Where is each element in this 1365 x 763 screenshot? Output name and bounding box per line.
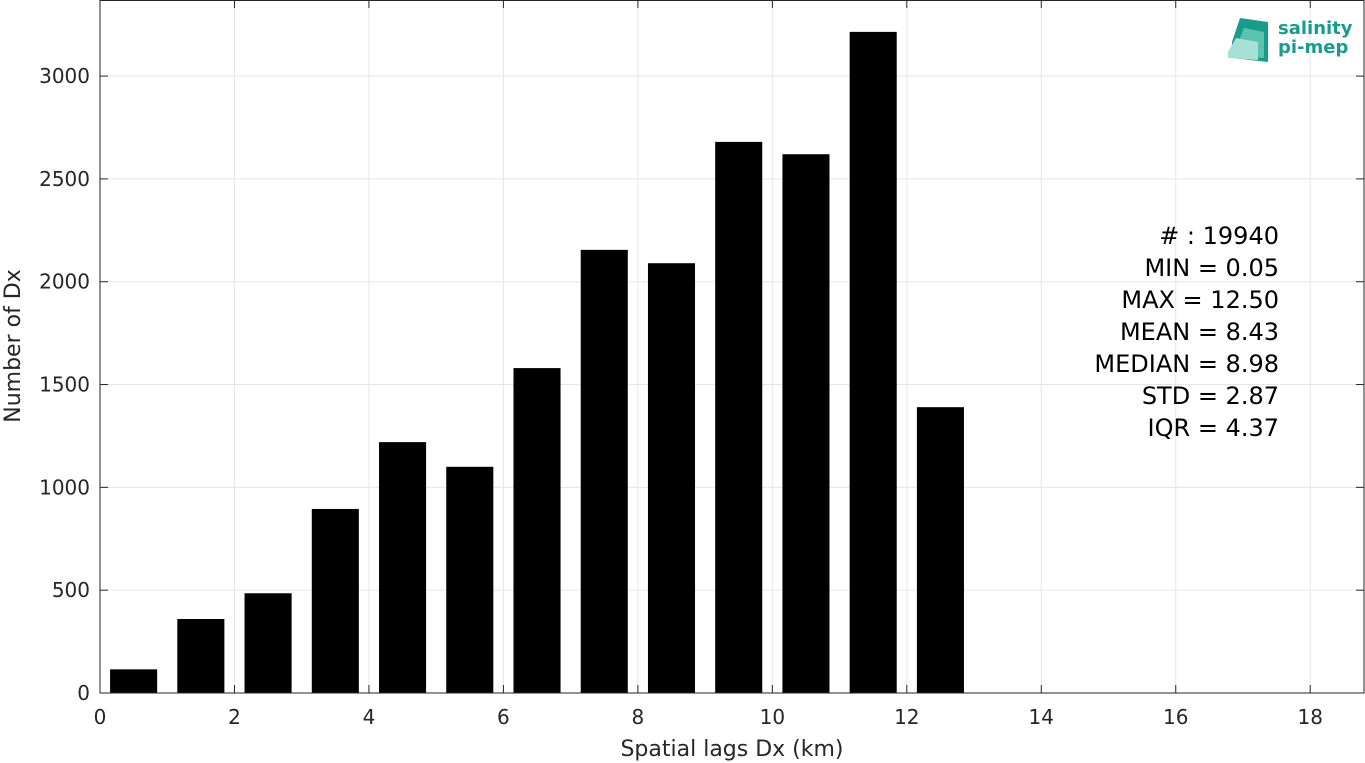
histogram-bar — [446, 466, 494, 693]
salinity-pi-mep-logo: salinity pi-mep — [1228, 18, 1353, 62]
y-tick-label: 1000 — [39, 475, 90, 499]
x-tick-label: 14 — [1029, 705, 1054, 729]
statistic-line: # : 19940 — [1159, 222, 1279, 250]
histogram-bar — [311, 508, 359, 693]
histogram-bar — [916, 407, 964, 693]
logo-text-salinity: salinity — [1278, 18, 1353, 39]
x-tick-label: 12 — [894, 705, 919, 729]
x-tick-label: 8 — [632, 705, 645, 729]
histogram-bar — [177, 618, 225, 693]
x-tick-label: 10 — [760, 705, 785, 729]
wave-logo-icon — [1228, 18, 1268, 62]
x-tick-label: 6 — [497, 705, 510, 729]
x-axis-label: Spatial lags Dx (km) — [620, 737, 843, 762]
y-tick-label: 2500 — [39, 167, 90, 191]
x-tick-label: 16 — [1163, 705, 1188, 729]
plot-frame — [99, 0, 1365, 694]
y-tick-label: 1500 — [39, 373, 90, 397]
statistic-line: MEDIAN = 8.98 — [1094, 350, 1279, 378]
x-tick-label: 0 — [94, 705, 107, 729]
histogram-bar — [110, 669, 158, 693]
y-axis-label: Number of Dx — [1, 269, 26, 423]
x-tick-label: 2 — [228, 705, 241, 729]
statistic-line: MEAN = 8.43 — [1120, 318, 1279, 346]
statistic-line: STD = 2.87 — [1142, 382, 1279, 410]
x-tick-labels: 0 2 4 6 8 10 12 14 16 18 — [94, 705, 1323, 729]
y-tick-label: 500 — [52, 578, 90, 602]
histogram-bar — [580, 249, 628, 693]
histogram-bar — [513, 368, 561, 693]
histogram-bar — [849, 31, 897, 693]
statistic-line: IQR = 4.37 — [1148, 414, 1279, 442]
x-tick-label: 4 — [363, 705, 376, 729]
statistic-line: MIN = 0.05 — [1144, 254, 1279, 282]
statistics-annotation: # : 19940 MIN = 0.05 MAX = 12.50 MEAN = 8.4… — [1094, 222, 1279, 442]
axis-ticks — [99, 0, 1364, 694]
bars — [110, 31, 964, 694]
histogram-bar — [715, 141, 763, 694]
histogram-bar — [379, 442, 427, 693]
statistic-line: MAX = 12.50 — [1121, 286, 1279, 314]
y-tick-label: 0 — [77, 681, 90, 705]
y-tick-label: 3000 — [39, 64, 90, 88]
histogram-bar — [782, 154, 830, 693]
y-tick-label: 2000 — [39, 270, 90, 294]
x-tick-label: 18 — [1297, 705, 1322, 729]
y-tick-labels: 0 500 1000 1500 2000 2500 3000 — [39, 64, 90, 705]
histogram-bar — [244, 593, 292, 693]
histogram-bar — [647, 263, 696, 693]
logo-text-pi-mep: pi-mep — [1278, 37, 1348, 58]
